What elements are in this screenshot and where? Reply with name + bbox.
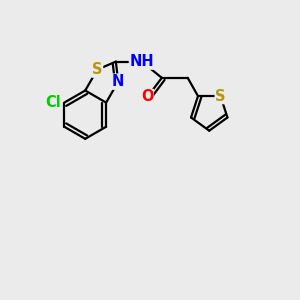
Text: N: N [112,74,124,89]
Text: S: S [92,62,103,77]
Text: S: S [215,88,226,104]
Text: O: O [141,89,153,104]
Text: NH: NH [129,54,154,69]
Text: Cl: Cl [46,95,62,110]
